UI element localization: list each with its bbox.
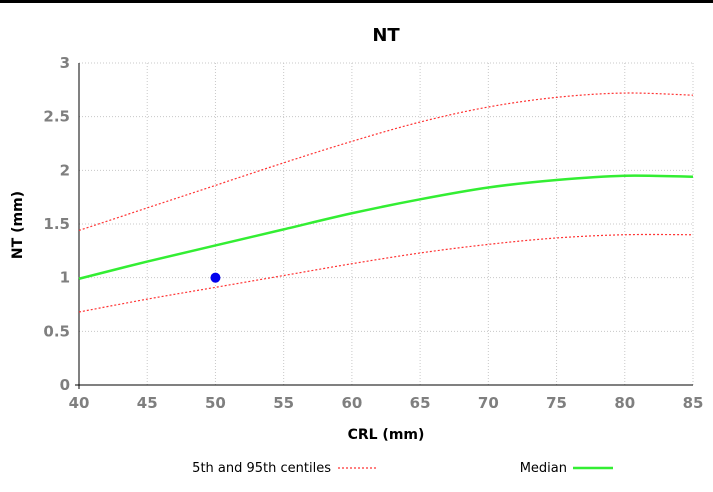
x-tick-label: 80: [614, 394, 635, 412]
x-tick-label: 70: [478, 394, 499, 412]
x-tick-label: 55: [273, 394, 294, 412]
legend-label-centiles: 5th and 95th centiles: [192, 461, 331, 476]
axes: [75, 63, 693, 389]
chart-title: NT: [372, 25, 400, 46]
series-line-median: [78, 174, 694, 280]
x-tick-label: 40: [69, 394, 90, 412]
y-tick-label: 0: [60, 376, 70, 394]
data-points: [210, 272, 221, 283]
data-point: [210, 272, 221, 283]
x-tick-label: 60: [341, 394, 362, 412]
y-tick-label: 2.5: [43, 108, 70, 126]
x-tick-label: 85: [683, 394, 704, 412]
y-tick-label: 0.5: [43, 322, 70, 340]
y-tick-label: 2: [60, 161, 70, 179]
x-tick-label: 65: [410, 394, 431, 412]
y-axis-label: NT (mm): [10, 191, 26, 259]
y-tick-label: 1.5: [43, 215, 70, 233]
nt-chart: NT 40 45 50 55 60 65 70 75 80 85 0 0.5 1 1.5 2 2.5 3 CR…: [10, 25, 704, 476]
legend-label-median: Median: [520, 461, 567, 476]
series-line-lower-5th-and-95th-centiles: [78, 233, 694, 313]
x-tick-label: 50: [205, 394, 226, 412]
x-tick-label: 45: [137, 394, 158, 412]
x-axis-label: CRL (mm): [348, 427, 425, 443]
x-tick-label: 75: [546, 394, 567, 412]
x-tick-labels: 40 45 50 55 60 65 70 75 80 85: [69, 394, 704, 412]
y-tick-label: 3: [60, 54, 70, 72]
y-tick-labels: 0 0.5 1 1.5 2 2.5 3: [43, 54, 70, 394]
y-tick-label: 1: [60, 269, 70, 287]
series-line-upper-5th-and-95th-centiles: [78, 92, 694, 232]
grid-lines: [78, 62, 694, 386]
legend: 5th and 95th centiles Median: [192, 461, 613, 476]
series-lines: [78, 92, 694, 313]
